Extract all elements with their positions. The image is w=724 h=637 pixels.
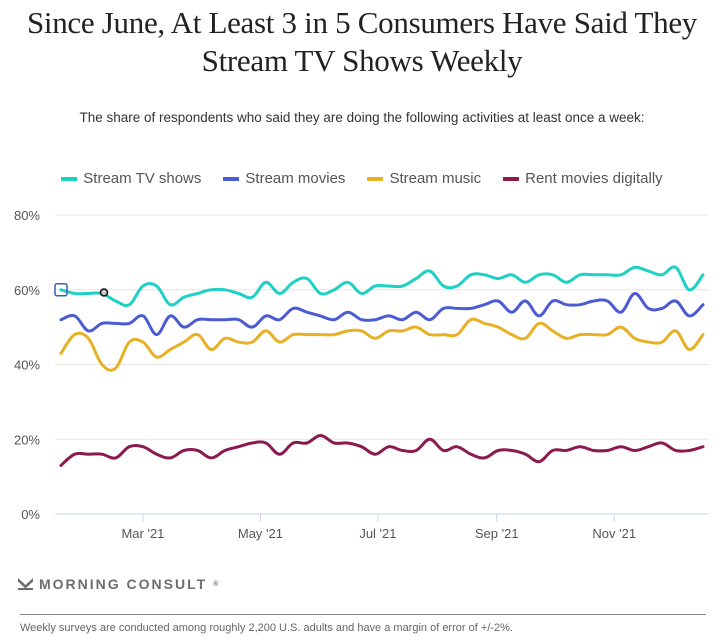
hover-markers (54, 283, 109, 297)
legend-label-stream-tv: Stream TV shows (83, 170, 202, 187)
series-line-stream-music (59, 317, 705, 372)
hover-marker-square (54, 283, 68, 297)
legend-item-stream-music[interactable]: Stream music (367, 170, 481, 187)
chart-subtitle: The share of respondents who said they a… (79, 110, 645, 125)
legend-item-rent-movies[interactable]: Rent movies digitally (503, 170, 663, 187)
legend-label-stream-music: Stream music (389, 170, 482, 187)
series-line-stream-movies (59, 292, 705, 337)
brand-name: MORNING CONSULT (39, 576, 208, 592)
brand-registered-mark: ® (213, 580, 219, 588)
footnote: Weekly surveys are conducted among rough… (20, 622, 513, 634)
legend: Stream TV shows Stream movies Stream mus… (0, 170, 724, 187)
y-tick-label: 20% (14, 432, 40, 447)
legend-item-stream-tv[interactable]: Stream TV shows (61, 170, 201, 187)
y-tick-label: 0% (21, 507, 40, 522)
x-tick-label: May '21 (238, 526, 283, 541)
legend-swatch-stream-movies (223, 176, 240, 181)
x-tick-label: Mar '21 (121, 526, 164, 541)
y-tick-label: 80% (14, 208, 40, 223)
legend-swatch-rent-movies (503, 176, 520, 181)
x-tick-label: Jul '21 (359, 526, 396, 541)
legend-label-rent-movies: Rent movies digitally (525, 170, 663, 187)
series-line-rent-movies-digitally (59, 434, 705, 467)
series-line-stream-tv-shows (59, 265, 705, 308)
legend-label-stream-movies: Stream movies (245, 170, 346, 187)
y-tick-label: 40% (14, 358, 40, 373)
x-axis: Mar '21 May '21 Jul '21 Sep '21 Nov '21 (121, 514, 636, 541)
x-tick-label: Sep '21 (475, 526, 519, 541)
y-tick-label: 60% (14, 283, 40, 298)
legend-swatch-stream-music (367, 176, 384, 181)
line-chart: 0% 20% 40% 60% 80% Mar '21 May '21 Jul '21 Sep … (14, 208, 709, 541)
legend-swatch-stream-tv (61, 176, 78, 181)
morning-consult-logo-icon (18, 578, 33, 590)
brand-logo: MORNING CONSULT ® (18, 576, 218, 592)
footer-divider (20, 614, 706, 615)
hover-marker-circle (99, 288, 109, 297)
x-tick-label: Nov '21 (592, 526, 636, 541)
chart-title: Since June, At Least 3 in 5 Consumers Ha… (26, 5, 698, 78)
legend-item-stream-movies[interactable]: Stream movies (223, 170, 345, 187)
series-lines (59, 265, 705, 467)
gridlines (55, 214, 709, 515)
y-axis: 0% 20% 40% 60% 80% (14, 208, 40, 522)
